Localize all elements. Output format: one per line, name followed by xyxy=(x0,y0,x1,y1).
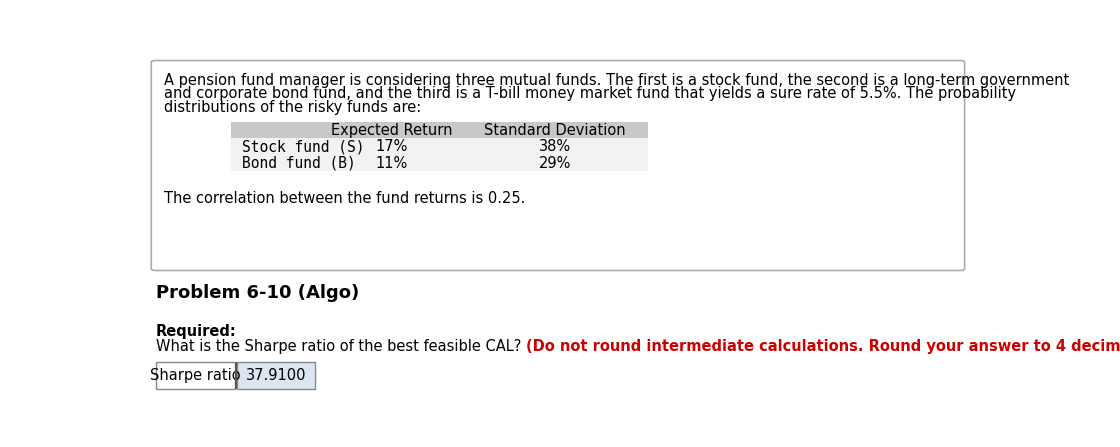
Bar xyxy=(156,362,235,389)
Text: 38%: 38% xyxy=(539,139,571,154)
Text: 11%: 11% xyxy=(375,156,408,171)
Text: Bond fund (B): Bond fund (B) xyxy=(242,156,356,171)
Text: Required:: Required: xyxy=(156,324,236,339)
Text: Problem 6-10 (Algo): Problem 6-10 (Algo) xyxy=(156,284,358,302)
Text: 37.9100: 37.9100 xyxy=(246,368,307,383)
FancyBboxPatch shape xyxy=(151,60,964,270)
Text: Stock fund (S): Stock fund (S) xyxy=(242,139,365,154)
Text: Expected Return: Expected Return xyxy=(332,123,452,138)
Bar xyxy=(231,138,647,155)
Text: What is the Sharpe ratio of the best feasible CAL?: What is the Sharpe ratio of the best fea… xyxy=(156,339,525,354)
Bar xyxy=(235,362,237,389)
Text: distributions of the risky funds are:: distributions of the risky funds are: xyxy=(165,100,421,115)
Text: Standard Deviation: Standard Deviation xyxy=(484,123,626,138)
Text: 17%: 17% xyxy=(375,139,408,154)
Bar xyxy=(231,122,647,138)
Text: Sharpe ratio: Sharpe ratio xyxy=(150,368,241,383)
Text: The correlation between the fund returns is 0.25.: The correlation between the fund returns… xyxy=(165,191,525,207)
Text: A pension fund manager is considering three mutual funds. The first is a stock f: A pension fund manager is considering th… xyxy=(165,72,1070,88)
Text: 29%: 29% xyxy=(539,156,571,171)
Bar xyxy=(237,362,316,389)
Text: and corporate bond fund, and the third is a T-bill money market fund that yields: and corporate bond fund, and the third i… xyxy=(165,86,1017,101)
Bar xyxy=(231,155,647,171)
Text: (Do not round intermediate calculations. Round your answer to 4 decimal places.): (Do not round intermediate calculations.… xyxy=(525,339,1120,354)
